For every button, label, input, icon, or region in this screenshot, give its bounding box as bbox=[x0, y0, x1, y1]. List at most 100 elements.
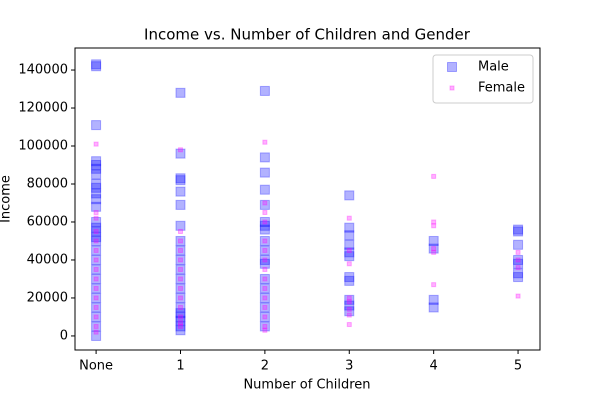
point bbox=[431, 223, 437, 229]
point bbox=[344, 251, 355, 262]
point bbox=[262, 327, 268, 333]
y-tick-label: 40000 bbox=[27, 252, 68, 267]
point bbox=[344, 306, 355, 317]
point bbox=[262, 200, 268, 206]
point bbox=[259, 311, 270, 322]
point bbox=[262, 257, 268, 263]
point bbox=[259, 199, 270, 210]
point bbox=[346, 295, 352, 301]
point bbox=[91, 156, 102, 167]
point bbox=[175, 311, 186, 322]
point bbox=[431, 246, 437, 252]
point bbox=[344, 239, 355, 250]
point bbox=[175, 302, 186, 313]
point bbox=[175, 148, 186, 159]
point bbox=[346, 306, 352, 312]
point bbox=[91, 321, 102, 332]
point bbox=[262, 139, 268, 145]
point bbox=[177, 247, 183, 253]
point bbox=[91, 59, 102, 70]
point bbox=[91, 160, 102, 171]
point bbox=[175, 321, 186, 332]
point bbox=[177, 320, 183, 326]
point bbox=[259, 258, 270, 269]
x-tick-label: 5 bbox=[514, 359, 522, 374]
point bbox=[177, 276, 183, 282]
point bbox=[91, 178, 102, 189]
point bbox=[344, 190, 355, 201]
point bbox=[428, 302, 439, 313]
point bbox=[93, 329, 99, 335]
point bbox=[91, 283, 102, 294]
point bbox=[513, 224, 524, 235]
point bbox=[93, 323, 99, 329]
legend-label: Female bbox=[478, 81, 525, 96]
point bbox=[175, 199, 186, 210]
point bbox=[91, 182, 102, 193]
legend-label: Male bbox=[478, 60, 509, 75]
point bbox=[177, 228, 183, 234]
point bbox=[262, 314, 268, 320]
point bbox=[177, 238, 183, 244]
point bbox=[93, 285, 99, 291]
point bbox=[262, 209, 268, 215]
point bbox=[93, 295, 99, 301]
point bbox=[175, 264, 186, 275]
point bbox=[344, 300, 355, 311]
point bbox=[93, 314, 99, 320]
point bbox=[431, 219, 437, 225]
x-axis-label: Number of Children bbox=[243, 378, 370, 393]
point bbox=[346, 215, 352, 221]
point bbox=[91, 216, 102, 227]
point bbox=[175, 292, 186, 303]
y-tick-label: 120000 bbox=[18, 101, 68, 116]
point bbox=[93, 141, 99, 147]
point bbox=[344, 222, 355, 233]
point bbox=[175, 186, 186, 197]
point bbox=[177, 314, 183, 320]
point bbox=[91, 226, 102, 237]
x-tick-label: None bbox=[79, 359, 113, 374]
point bbox=[93, 228, 99, 234]
point bbox=[259, 292, 270, 303]
point bbox=[91, 311, 102, 322]
x-tick-label: 3 bbox=[345, 359, 353, 374]
point bbox=[259, 184, 270, 195]
point bbox=[262, 304, 268, 310]
point bbox=[91, 61, 102, 72]
point bbox=[262, 323, 268, 329]
point bbox=[431, 173, 437, 179]
point bbox=[344, 272, 355, 283]
point bbox=[259, 321, 270, 332]
point bbox=[93, 215, 99, 221]
point bbox=[91, 201, 102, 212]
point bbox=[177, 147, 183, 153]
point bbox=[259, 216, 270, 227]
point bbox=[262, 276, 268, 282]
plot-area bbox=[91, 59, 524, 341]
point bbox=[428, 294, 439, 305]
legend-box bbox=[432, 54, 534, 104]
point bbox=[175, 325, 186, 336]
point bbox=[262, 285, 268, 291]
point bbox=[91, 194, 102, 205]
point bbox=[91, 235, 102, 246]
point bbox=[515, 293, 521, 299]
point bbox=[175, 175, 186, 186]
point bbox=[513, 226, 524, 237]
point bbox=[93, 304, 99, 310]
point bbox=[175, 220, 186, 231]
point bbox=[513, 268, 524, 279]
point bbox=[346, 247, 352, 253]
point bbox=[91, 232, 102, 243]
point bbox=[428, 243, 439, 254]
point bbox=[259, 152, 270, 163]
point bbox=[259, 85, 270, 96]
point bbox=[344, 230, 355, 241]
point bbox=[259, 245, 270, 256]
point bbox=[515, 257, 521, 263]
x-tick-label: 1 bbox=[176, 359, 184, 374]
point bbox=[93, 238, 99, 244]
point bbox=[262, 238, 268, 244]
